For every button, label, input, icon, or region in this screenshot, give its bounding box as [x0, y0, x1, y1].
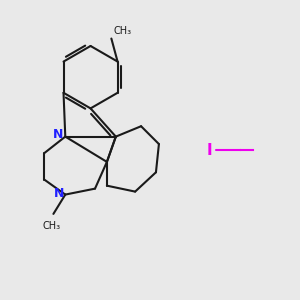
- Text: CH₃: CH₃: [43, 221, 61, 231]
- Text: N: N: [53, 128, 63, 141]
- Text: I: I: [207, 142, 212, 158]
- Text: CH₃: CH₃: [114, 26, 132, 36]
- Text: N: N: [54, 187, 64, 200]
